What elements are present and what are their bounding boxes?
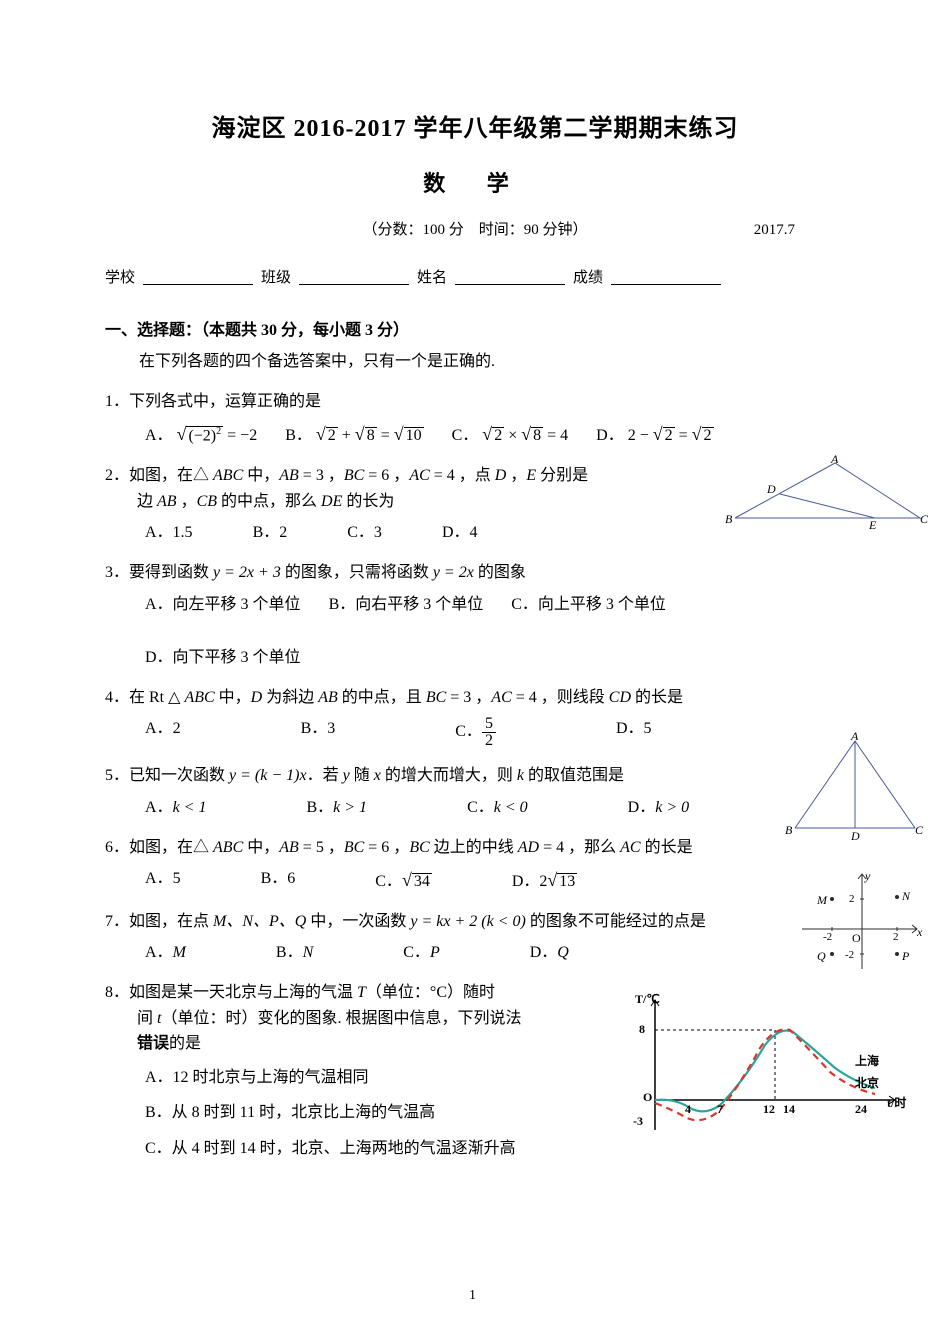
q5-opt-d: D．k > 0 bbox=[628, 795, 689, 821]
q4-options: A．2 B．3 C．52 D．5 bbox=[145, 716, 845, 749]
q4-opt-c: C．52 bbox=[455, 716, 496, 749]
q7-opt-c: C．P bbox=[403, 940, 439, 966]
student-info-row: 学校 班级 姓名 成绩 bbox=[105, 266, 845, 290]
q4-opt-d: D．5 bbox=[616, 716, 652, 749]
name-label: 姓名 bbox=[417, 266, 447, 290]
school-label: 学校 bbox=[105, 266, 135, 290]
q3-opt-d: D．向下平移 3 个单位 bbox=[145, 645, 301, 671]
q7-options: A．M B．N C．P D．Q bbox=[145, 940, 845, 966]
section-1-head: 一、选择题：（本题共 30 分，每小题 3 分） bbox=[105, 318, 845, 344]
question-7: 7．如图，在点 M、N、P、Q 中，一次函数 y = kx + 2 (k < 0… bbox=[105, 909, 845, 966]
exam-page: 海淀区 2016-2017 学年八年级第二学期期末练习 数 学 （分数：100 … bbox=[0, 0, 945, 1337]
q2-opt-b: B．2 bbox=[253, 520, 288, 546]
q1-stem: 1．下列各式中，运算正确的是 bbox=[105, 389, 845, 415]
question-5: 5．已知一次函数 y = (k − 1)x．若 y 随 x 的增大而增大，则 k… bbox=[105, 763, 845, 820]
q1-opt-d: D． 2 − √2 = √2 bbox=[596, 420, 713, 449]
q1-opt-c: C． √2 × √8 = 4 bbox=[452, 420, 569, 449]
q2-opt-a: A．1.5 bbox=[145, 520, 193, 546]
q3-opt-c: C．向上平移 3 个单位 bbox=[511, 592, 666, 618]
meta-row: （分数：100 分 时间：90 分钟） 2017.7 bbox=[105, 218, 845, 244]
q4-opt-b: B．3 bbox=[301, 716, 336, 749]
question-4: 4．在 Rt △ ABC 中，D 为斜边 AB 的中点，且 BC = 3 ，AC… bbox=[105, 685, 845, 750]
q5-figure: A B C D bbox=[785, 733, 925, 843]
q4-opt-a: A．2 bbox=[145, 716, 181, 749]
q3-options: A．向左平移 3 个单位 B．向右平移 3 个单位 C．向上平移 3 个单位 D… bbox=[145, 592, 845, 671]
triangle-icon bbox=[725, 458, 925, 528]
q3-opt-b: B．向右平移 3 个单位 bbox=[329, 592, 484, 618]
name-blank bbox=[455, 266, 565, 285]
class-label: 班级 bbox=[261, 266, 291, 290]
q6-opt-b: B．6 bbox=[261, 866, 296, 895]
grade-blank bbox=[611, 266, 721, 285]
q6-opt-c: C．√34 bbox=[375, 866, 432, 895]
page-subject: 数 学 bbox=[105, 166, 845, 201]
question-6: 6．如图，在△ ABC 中，AB = 5 ，BC = 6 ，BC 边上的中线 A… bbox=[105, 835, 845, 895]
section-1-desc: 在下列各题的四个备选答案中，只有一个是正确的. bbox=[139, 349, 845, 375]
q7-opt-d: D．Q bbox=[530, 940, 569, 966]
q7-opt-a: A．M bbox=[145, 940, 186, 966]
q1-opt-b: B． √2 + √8 = √10 bbox=[285, 420, 423, 449]
class-blank bbox=[299, 266, 409, 285]
q2-opt-c: C．3 bbox=[347, 520, 382, 546]
q2-opt-d: D．4 bbox=[442, 520, 478, 546]
q6-opt-a: A．5 bbox=[145, 866, 181, 895]
school-blank bbox=[143, 266, 253, 285]
q5-opt-a: A．k < 1 bbox=[145, 795, 206, 821]
q5-stem: 5．已知一次函数 y = (k − 1)x．若 y 随 x 的增大而增大，则 k… bbox=[105, 763, 845, 789]
page-title: 海淀区 2016-2017 学年八年级第二学期期末练习 bbox=[105, 110, 845, 148]
q5-opt-b: B．k > 1 bbox=[306, 795, 367, 821]
q7-opt-b: B．N bbox=[276, 940, 313, 966]
question-8: 8．如图是某一天北京与上海的气温 T（单位：°C）随时 间 t（单位：时）变化的… bbox=[105, 980, 845, 1162]
grade-label: 成绩 bbox=[573, 266, 603, 290]
q8-figure: T/℃ 8 -3 O 4 7 12 14 24 t/时 上海 北京 bbox=[625, 990, 915, 1140]
page-number: 1 bbox=[0, 1285, 945, 1307]
q7-figure: y x O M N P Q -2 2 2 -2 bbox=[797, 869, 927, 979]
q5-options: A．k < 1 B．k > 1 C．k < 0 D．k > 0 bbox=[145, 795, 845, 821]
q3-stem: 3．要得到函数 y = 2x + 3 的图象，只需将函数 y = 2x 的图象 bbox=[105, 560, 845, 586]
question-1: 1．下列各式中，运算正确的是 A． √(−2)2 = −2 B． √2 + √8… bbox=[105, 389, 845, 449]
q6-opt-d: D．2√13 bbox=[512, 866, 577, 895]
score-time: （分数：100 分 时间：90 分钟） bbox=[105, 218, 845, 242]
exam-date: 2017.7 bbox=[754, 218, 795, 242]
q6-options: A．5 B．6 C．√34 D．2√13 bbox=[145, 866, 845, 895]
q3-opt-a: A．向左平移 3 个单位 bbox=[145, 592, 301, 618]
q1-opt-a: A． √(−2)2 = −2 bbox=[145, 420, 257, 449]
q1-options: A． √(−2)2 = −2 B． √2 + √8 = √10 C． √2 × … bbox=[145, 420, 845, 449]
q5-opt-c: C．k < 0 bbox=[467, 795, 528, 821]
q7-stem: 7．如图，在点 M、N、P、Q 中，一次函数 y = kx + 2 (k < 0… bbox=[105, 909, 845, 935]
q2-figure: A B C D E bbox=[725, 458, 925, 528]
question-3: 3．要得到函数 y = 2x + 3 的图象，只需将函数 y = 2x 的图象 … bbox=[105, 560, 845, 671]
q4-stem: 4．在 Rt △ ABC 中，D 为斜边 AB 的中点，且 BC = 3 ，AC… bbox=[105, 685, 845, 711]
question-2: 2．如图，在△ ABC 中，AB = 3 ，BC = 6 ，AC = 4 ，点 … bbox=[105, 463, 845, 546]
q6-stem: 6．如图，在△ ABC 中，AB = 5 ，BC = 6 ，BC 边上的中线 A… bbox=[105, 835, 845, 861]
